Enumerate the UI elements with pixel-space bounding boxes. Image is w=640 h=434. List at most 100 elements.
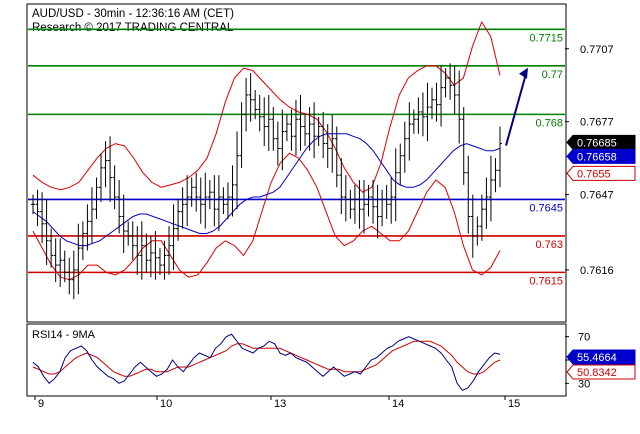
price-tags: 0.76685 0.76658 0.7655 [566,134,636,181]
candle-61 [307,107,312,151]
candle-68 [339,158,344,215]
candle-101 [488,155,493,222]
candle-13 [89,187,94,244]
candle-49 [253,90,258,120]
candle-65 [325,124,330,168]
candle-20 [121,194,126,253]
level-label-4: 0.763 [535,239,563,251]
price-tag-bg-0 [566,134,636,150]
candle-92 [448,63,453,100]
candle-77 [380,189,385,227]
candle-89 [434,82,439,122]
candle-15 [99,153,104,202]
arrow-head [519,67,528,79]
time-tick-label-1: 10 [160,398,172,410]
level-lines: 0.7715 0.77 0.768 0.7645 0.763 0.7615 [28,28,565,287]
candle-37 [198,177,203,224]
candle-16 [103,141,108,188]
rsi-ma-line [32,340,501,377]
main-panel-frame [26,3,567,323]
candle-82 [402,121,407,173]
price-tag-bg-2 [566,165,636,181]
price-tag-label-0: 0.76685 [577,137,617,149]
candle-7 [62,250,67,283]
candle-70 [348,189,353,219]
candle-26 [148,235,153,278]
candle-83 [407,102,412,161]
candle-41 [216,175,221,232]
candle-57 [289,109,294,151]
candle-4 [49,228,54,268]
price-tag-label-1: 0.76658 [577,151,617,163]
rsi-tag-bg-1 [566,364,636,380]
rsi-tag-0: 55.4664 [566,349,636,365]
upper-band [32,20,501,193]
candle-28 [157,248,162,275]
candle-2 [40,192,45,244]
price-tick-label-2: 0.7647 [580,190,614,202]
candle-31 [171,204,176,270]
price-tag-1: 0.76658 [566,148,636,164]
candle-24 [139,221,144,280]
candle-32 [176,199,181,241]
candle-97 [470,194,475,258]
candle-1 [35,189,40,227]
candle-5 [53,238,58,283]
candle-47 [244,77,249,132]
candle-3 [44,199,49,266]
candle-11 [80,221,85,261]
price-tag-0: 0.76685 [566,134,636,150]
candle-14 [94,177,99,219]
candle-51 [262,97,267,146]
candle-102 [493,158,498,193]
candle-48 [248,73,253,122]
candle-12 [85,204,90,251]
price-tag-2: 0.7655 [566,165,636,181]
time-axis: 9 10 13 14 15 [34,396,520,410]
moving-average [32,133,501,247]
time-tick-label-2: 13 [274,398,286,410]
ma-line [32,133,501,247]
candle-99 [479,194,484,241]
time-tick-label-4: 15 [508,398,520,410]
rsi-panel: RSI14 - 9MA 70 30 55.4664 50.8342 [32,329,636,391]
candle-43 [225,182,230,219]
candle-69 [343,175,348,222]
rsi-tag-bg-0 [566,349,636,365]
price-tick-label-0: 0.7707 [580,44,614,56]
candle-38 [203,172,208,229]
candle-98 [475,216,480,246]
candle-85 [416,97,421,134]
candle-54 [275,121,280,166]
candle-27 [153,231,158,280]
candle-76 [375,184,380,239]
candle-87 [425,82,430,142]
lower-band [32,152,501,281]
candle-100 [484,177,489,229]
candle-67 [334,126,339,188]
candle-86 [420,92,425,137]
candle-6 [58,238,63,287]
candle-58 [293,99,298,156]
candle-96 [466,155,471,234]
rsi-tag-1: 50.8342 [566,364,636,380]
level-label-5: 0.7615 [529,275,563,287]
candle-81 [398,143,403,185]
candle-39 [207,180,212,210]
candle-95 [461,107,466,185]
candle-29 [162,240,167,280]
level-label-0: 0.7715 [529,32,563,44]
candle-25 [144,233,149,273]
candle-60 [303,114,308,146]
projection-arrow [505,67,528,146]
candle-79 [389,177,394,224]
candle-36 [194,172,199,212]
candle-53 [271,107,276,151]
candle-52 [266,94,271,151]
candle-35 [189,177,194,207]
candle-71 [352,184,357,224]
candle-46 [239,102,244,168]
chart-copyright: Research © 2017 TRADING CENTRAL [32,22,234,34]
candle-59 [298,94,303,151]
